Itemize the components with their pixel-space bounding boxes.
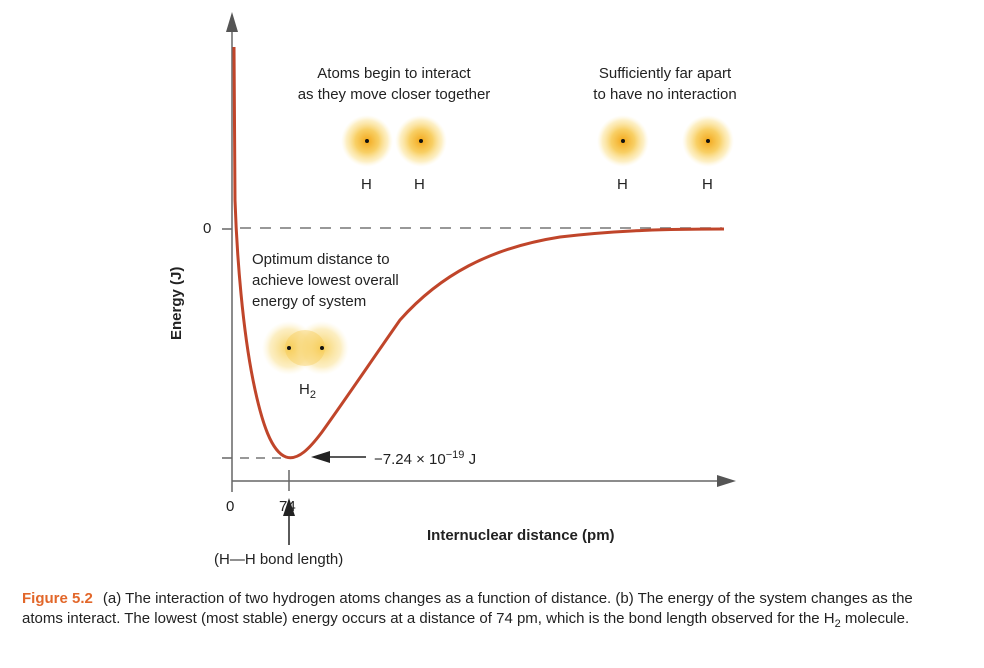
h2-label: H2 xyxy=(299,379,316,406)
x-axis-label: Internuclear distance (pm) xyxy=(427,527,615,544)
caption-subscript: 2 xyxy=(834,618,841,630)
bond-length-label: (H—H bond length) xyxy=(214,551,344,568)
interact-line-2: as they move closer together xyxy=(297,86,491,103)
optimum-annotation: Optimum distance to achieve lowest overa… xyxy=(252,249,399,312)
x-tick-74: 74 xyxy=(279,498,296,515)
h2-subscript: 2 xyxy=(309,389,316,401)
x-axis-arrow-icon xyxy=(717,475,736,487)
far-apart-annotation: Sufficiently far apart to have no intera… xyxy=(575,63,755,105)
h2-base: H xyxy=(299,381,310,398)
arrow-up-icon xyxy=(283,498,295,516)
figure-label: Figure 5.2 xyxy=(22,590,93,607)
atom-label-h: H xyxy=(414,176,425,193)
atom-label-h: H xyxy=(361,176,372,193)
arrow-left-icon xyxy=(311,451,330,463)
optimum-line-1: Optimum distance to xyxy=(252,251,390,268)
interacting-atoms xyxy=(341,115,447,167)
h2-molecule xyxy=(262,321,349,375)
figure-caption: Figure 5.2 (a) The interaction of two hyd… xyxy=(22,589,942,634)
y-axis-label: Energy (J) xyxy=(168,266,185,340)
x-axis xyxy=(232,470,736,491)
interact-line-1: Atoms begin to interact xyxy=(317,65,471,82)
min-energy-exponent: −19 xyxy=(445,449,465,461)
caption-text-end: molecule. xyxy=(840,610,910,627)
atom-label-h: H xyxy=(702,176,713,193)
far-line-2: to have no interaction xyxy=(593,86,737,103)
optimum-line-3: energy of system xyxy=(252,293,367,310)
y-axis xyxy=(222,12,238,492)
caption-text: (a) The interaction of two hydrogen atom… xyxy=(22,590,913,627)
min-energy-label: −7.24 × 10−19 J xyxy=(374,445,476,470)
separated-atoms xyxy=(597,115,734,167)
far-line-1: Sufficiently far apart xyxy=(598,65,732,82)
min-energy-base: −7.24 × 10 xyxy=(374,451,446,468)
y-tick-zero: 0 xyxy=(203,220,212,237)
atom-label-h: H xyxy=(617,176,628,193)
potential-energy-curve xyxy=(232,46,725,460)
interact-annotation: Atoms begin to interact as they move clo… xyxy=(276,63,512,105)
x-tick-zero: 0 xyxy=(226,498,235,515)
y-axis-arrow-icon xyxy=(226,12,238,32)
min-energy-unit: J xyxy=(464,451,477,468)
optimum-line-2: achieve lowest overall xyxy=(252,272,399,289)
